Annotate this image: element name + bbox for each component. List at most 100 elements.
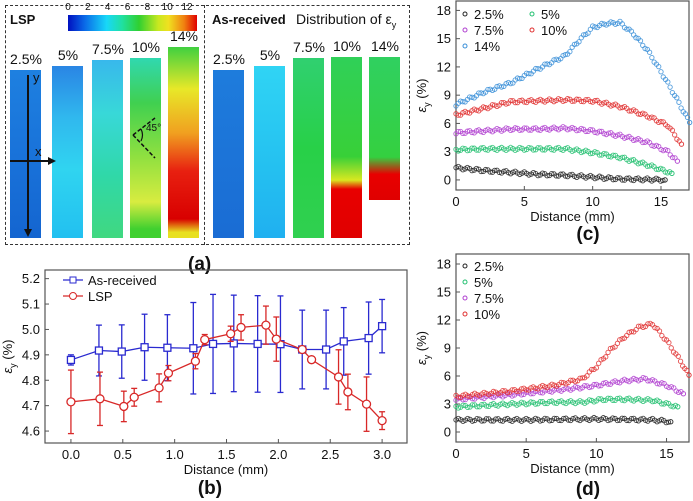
data-point	[578, 149, 584, 156]
data-point	[680, 391, 687, 397]
data-point	[474, 404, 480, 410]
data-point	[537, 399, 543, 405]
data-point-circle	[190, 356, 201, 366]
data-point	[596, 128, 603, 134]
y-tick-label: 5.0	[22, 322, 40, 337]
data-point	[669, 170, 675, 176]
data-point	[487, 169, 493, 175]
data-point	[539, 170, 546, 176]
data-point	[610, 415, 616, 421]
data-point	[684, 367, 690, 373]
panel-label: (c)	[576, 224, 599, 245]
data-point	[465, 393, 471, 399]
legend-label: LSP	[88, 289, 113, 304]
colorbar-tick: 2	[85, 2, 91, 13]
legend-marker	[462, 11, 468, 17]
colorbar-tick: 4	[104, 2, 111, 13]
y-axis-arrow	[27, 75, 29, 235]
data-point	[493, 402, 499, 408]
data-point	[649, 399, 656, 405]
y-tick-label: 5.2	[22, 271, 40, 286]
data-point	[635, 323, 642, 329]
data-point-circle	[119, 401, 129, 412]
lsp-strip	[52, 66, 83, 238]
y-tick-label: 12	[437, 312, 451, 327]
data-point	[600, 397, 607, 404]
x-tick-label: 1.0	[166, 447, 184, 462]
data-point	[526, 127, 532, 133]
data-point	[528, 399, 534, 405]
data-point	[480, 104, 486, 110]
data-point	[652, 324, 658, 331]
data-point	[560, 415, 567, 422]
data-point	[619, 21, 625, 27]
data-point	[610, 177, 616, 183]
lsp-strip-label: 5%	[57, 47, 79, 63]
data-point	[474, 415, 480, 422]
data-point	[601, 100, 607, 106]
data-point	[619, 177, 625, 183]
x-tick-label: 2.5	[321, 447, 339, 462]
data-point-circle	[333, 372, 344, 382]
y-tick-label: 9	[444, 341, 451, 356]
data-point	[619, 415, 625, 421]
data-point	[526, 71, 532, 77]
y-axis-symbol: ε	[415, 107, 429, 113]
data-point	[504, 389, 511, 396]
data-point	[535, 172, 541, 179]
legend-label: 2.5%	[474, 7, 504, 22]
data-point	[556, 417, 562, 424]
data-point-square	[163, 343, 172, 352]
data-point	[542, 400, 548, 407]
data-point	[674, 158, 681, 164]
data-point	[464, 147, 471, 154]
data-point	[659, 401, 665, 407]
plot-frame	[44, 269, 408, 444]
y-tick-label: 6	[444, 369, 451, 384]
data-point	[642, 45, 648, 52]
data-point-square	[229, 339, 238, 348]
as-received-strip-label: 10%	[332, 38, 362, 54]
data-point	[596, 152, 603, 158]
y-axis-unit: (%)	[415, 78, 429, 102]
data-point	[662, 177, 668, 183]
data-point-square	[364, 333, 373, 343]
as-received-strip	[369, 57, 400, 200]
as-received-strip	[213, 70, 244, 238]
data-point	[640, 139, 646, 146]
chart-c: 0 5 10 15 0 3 6 9 12 15 18 Distance (mm) εy (%) (c) 2.…	[415, 0, 693, 245]
data-point	[517, 127, 523, 133]
data-point	[455, 112, 461, 118]
as-received-strip-label: 2.5%	[213, 51, 245, 67]
data-point	[585, 30, 591, 36]
data-point-square	[117, 347, 126, 356]
data-point	[662, 147, 669, 153]
data-point	[665, 79, 671, 85]
data-point	[546, 398, 553, 405]
data-point	[660, 177, 666, 184]
legend-label: 14%	[474, 39, 500, 54]
data-point	[483, 403, 490, 409]
data-point	[509, 393, 515, 399]
legend-marker	[462, 43, 468, 49]
legend-marker-square	[69, 276, 77, 284]
data-point	[645, 378, 651, 384]
data-point	[593, 365, 600, 371]
data-point	[580, 32, 587, 38]
x-tick-label: 0	[452, 446, 459, 461]
lsp-strip-label: 7.5%	[92, 41, 124, 57]
data-point	[560, 98, 566, 104]
legend-label: 7.5%	[474, 291, 504, 306]
data-point	[665, 419, 672, 425]
x-axis-label: Distance (mm)	[530, 209, 615, 224]
legend-label: 10%	[541, 23, 567, 38]
y-tick-label: 4.9	[22, 347, 40, 362]
data-point	[479, 418, 485, 424]
y-arrowhead-icon	[24, 229, 32, 237]
data-point-square	[140, 343, 149, 352]
legend-marker-circle	[69, 292, 77, 300]
series-line-lsp	[70, 324, 383, 422]
data-point	[669, 154, 676, 161]
y-tick-label: 6	[444, 116, 451, 131]
data-point	[574, 96, 580, 102]
